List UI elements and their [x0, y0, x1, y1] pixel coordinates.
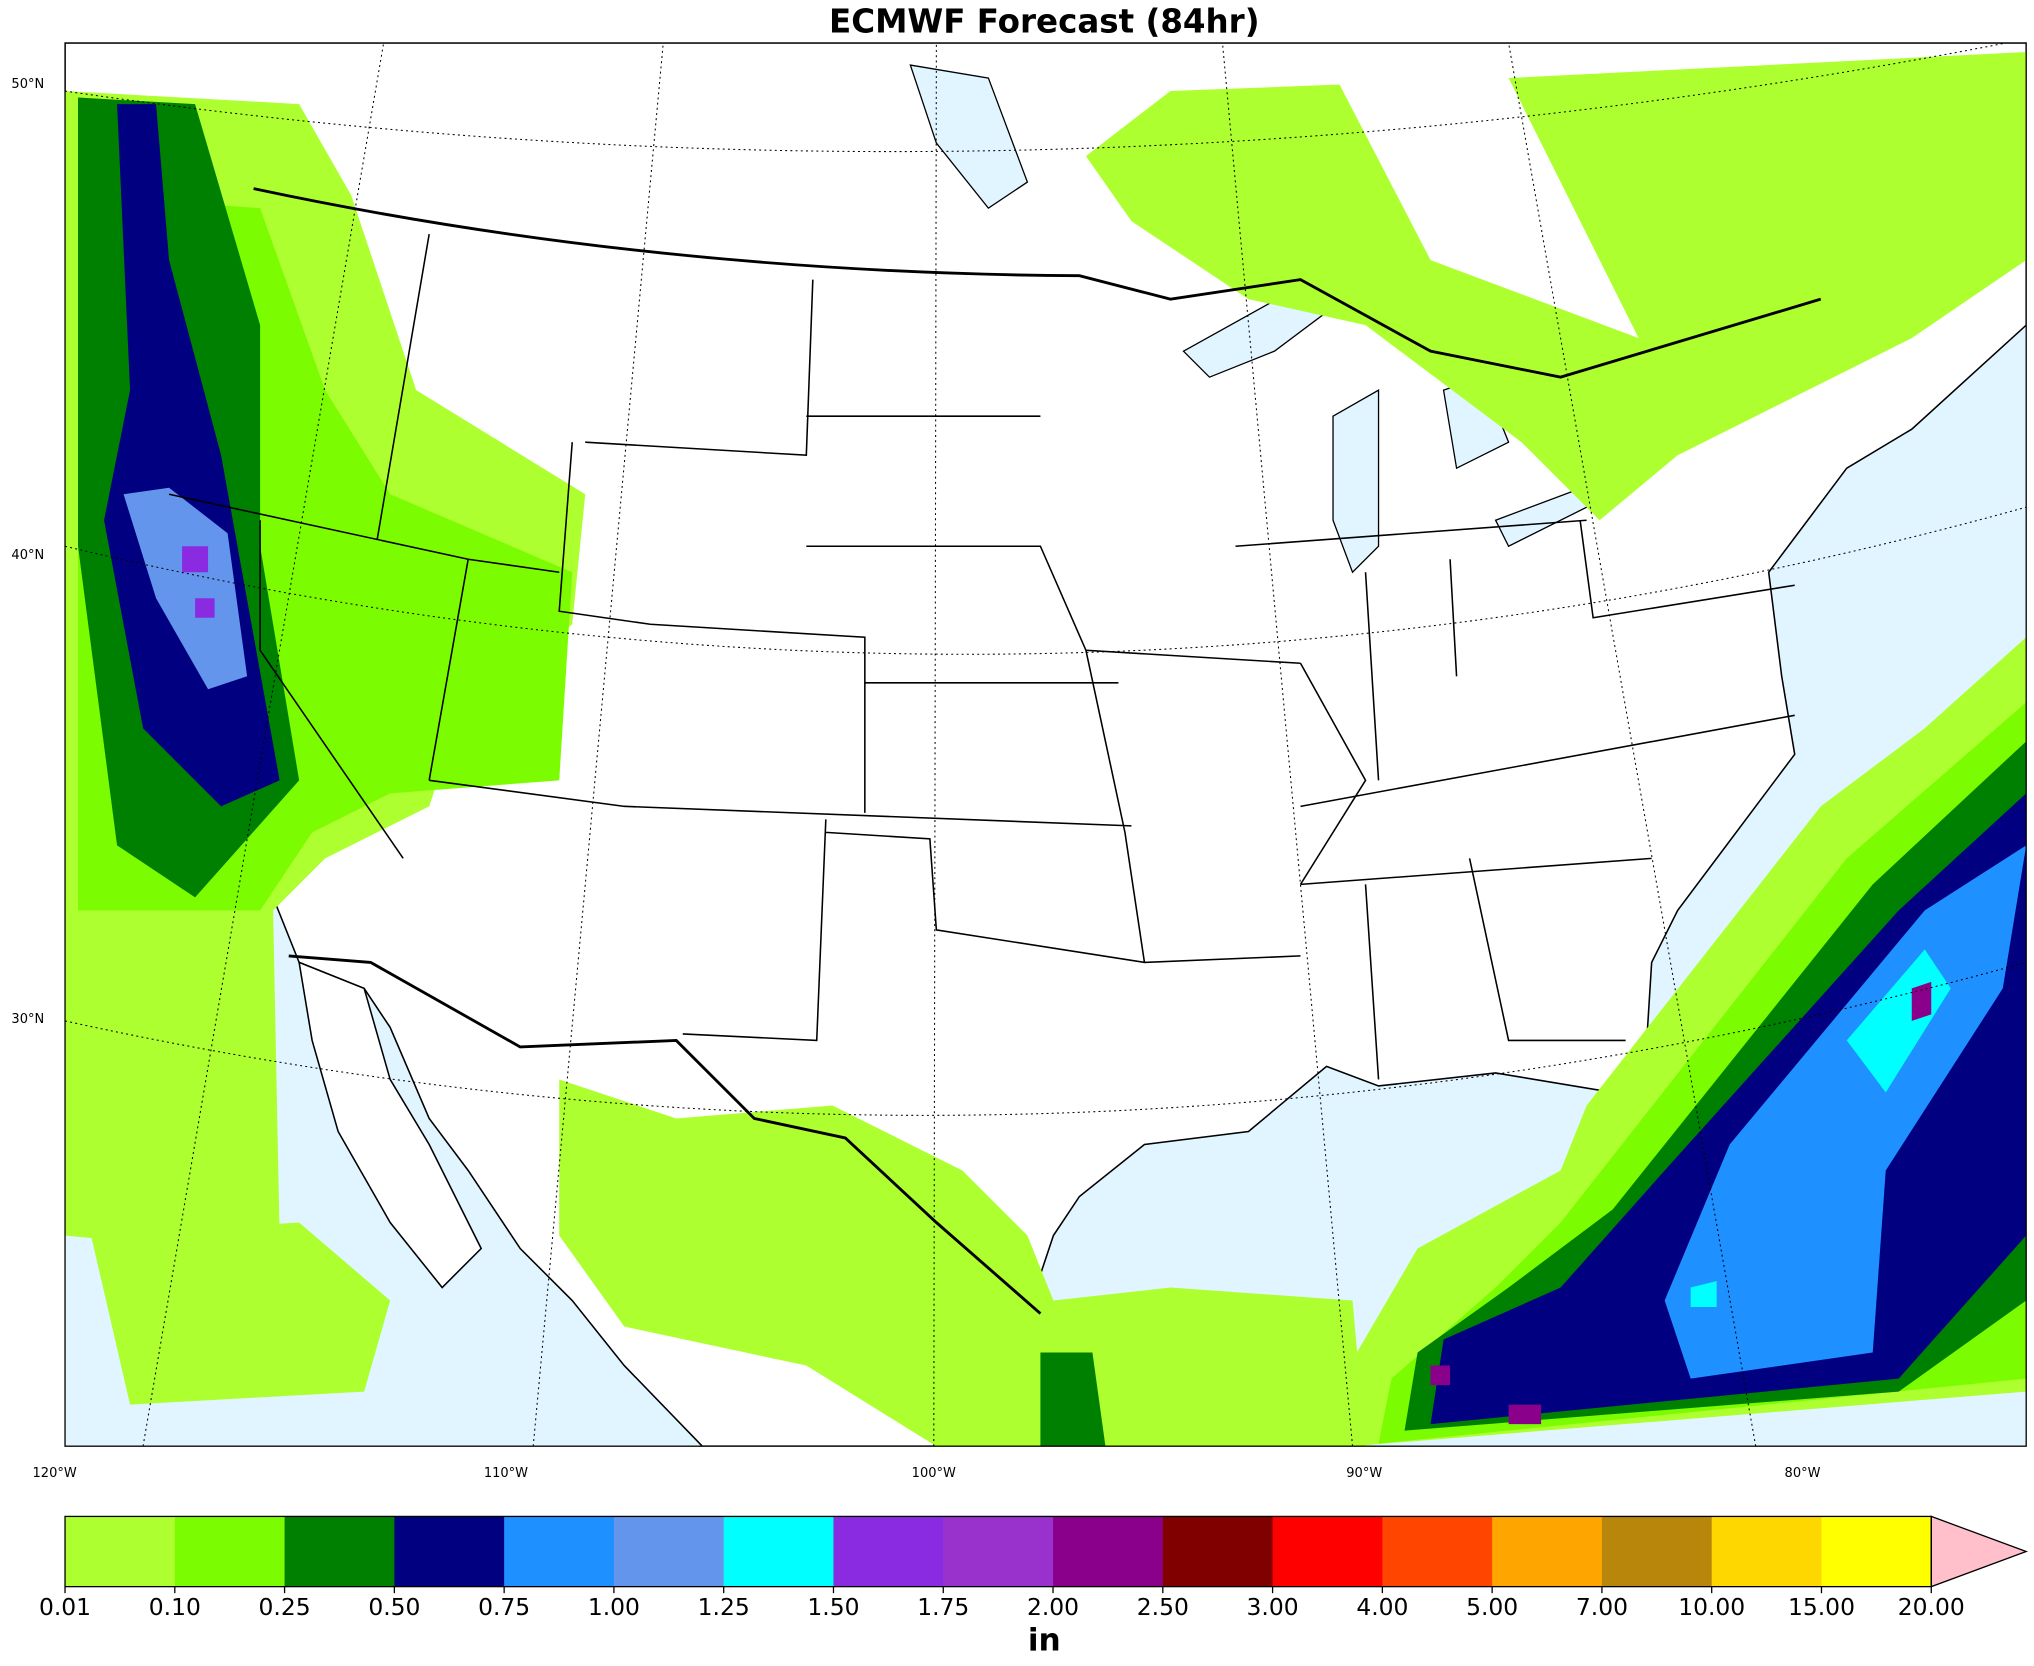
colorbar-bin — [833, 1516, 944, 1587]
colorbar-outline — [64, 1515, 1932, 1588]
colorbar-bin — [394, 1516, 505, 1587]
colorbar-tick-label: 2.50 — [1137, 1593, 1189, 1621]
lon-label: 110°W — [484, 1466, 528, 1481]
precip-southeast-6 — [1690, 949, 1951, 1308]
colorbar-tick-label: 1.75 — [917, 1593, 969, 1621]
lat-label: 50°N — [11, 77, 44, 92]
colorbar-bin — [1601, 1516, 1713, 1587]
colorbar-bin — [1053, 1516, 1164, 1587]
precip-canada — [1085, 52, 2027, 521]
colorbar-bin — [723, 1516, 835, 1587]
country-border — [253, 187, 1822, 1315]
colorbar-bin — [943, 1516, 1054, 1587]
colorbar-bin — [1272, 1516, 1384, 1587]
colorbar-unit: in — [1028, 1622, 1061, 1658]
precip-gulf-low — [1040, 1352, 1106, 1447]
colorbar-bin — [65, 1516, 176, 1587]
precip-mexico — [559, 1079, 1366, 1447]
colorbar-tick-label: 2.00 — [1027, 1593, 1079, 1621]
colorbar-tick-label: 4.00 — [1356, 1593, 1408, 1621]
colorbar-tick-label: 1.50 — [807, 1593, 859, 1621]
colorbar-tick-label: 0.50 — [368, 1593, 420, 1621]
colorbar-bin — [1492, 1516, 1603, 1587]
colorbar-tick-label: 20.00 — [1898, 1593, 1965, 1621]
colorbar-tick-label: 0.10 — [149, 1593, 201, 1621]
colorbar-bin — [284, 1516, 396, 1587]
colorbar-bin — [1382, 1516, 1493, 1587]
colorbar-tick-label: 15.00 — [1788, 1593, 1855, 1621]
baja — [298, 961, 483, 1289]
precip-west-6 — [182, 546, 215, 618]
colorbar-tick-label: 1.00 — [588, 1593, 640, 1621]
colorbar-tick-label: 3.00 — [1247, 1593, 1299, 1621]
lon-label: 100°W — [912, 1466, 956, 1481]
colorbar-tick-label: 0.01 — [39, 1593, 91, 1621]
map-area — [65, 42, 2027, 1447]
precip-west-5 — [123, 487, 248, 690]
colorbar-bin — [613, 1516, 725, 1587]
lon-label: 120°W — [33, 1466, 77, 1481]
lon-label: 90°W — [1346, 1466, 1382, 1481]
colorbar-tick-label: 7.00 — [1576, 1593, 1628, 1621]
state-lines — [168, 233, 1795, 1080]
lon-label: 80°W — [1785, 1466, 1821, 1481]
colorbar-tick-label: 5.00 — [1466, 1593, 1518, 1621]
colorbar-tick-label: 0.75 — [478, 1593, 530, 1621]
colorbar-tick-label: 10.00 — [1678, 1593, 1745, 1621]
colorbar-bin — [1821, 1516, 1932, 1587]
colorbar-tick-label: 0.25 — [259, 1593, 311, 1621]
colorbar-bin — [504, 1516, 615, 1587]
lat-label: 40°N — [11, 548, 44, 563]
colorbar-bin — [1711, 1516, 1823, 1587]
precip-pacific — [91, 1222, 391, 1405]
lat-label: 30°N — [11, 1012, 44, 1027]
colorbar-bin — [1162, 1516, 1274, 1587]
colorbar-tick-label: 1.25 — [698, 1593, 750, 1621]
colorbar-extend — [1930, 1515, 2029, 1588]
graticule — [65, 42, 2027, 1447]
map-title: ECMWF Forecast (84hr) — [829, 2, 1260, 40]
map-frame — [64, 42, 2027, 1447]
colorbar-bin — [174, 1516, 286, 1587]
